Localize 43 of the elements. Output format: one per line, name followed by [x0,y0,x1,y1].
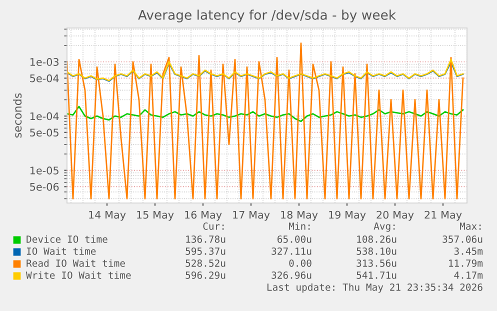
text: 0.00 [289,259,312,267]
legend-label: Write IO Wait time [26,271,131,279]
text: 541.71u [356,272,396,279]
x-tick-label: 21 May [424,210,462,221]
legend-label: Read IO Wait time [26,259,125,267]
text: 4.17m [454,272,483,279]
text: 528.52u [186,259,226,267]
line-series [67,42,464,200]
legend-label: IO Wait time [26,247,96,255]
text: 326.96u [272,271,312,279]
text: 108.26u [357,235,396,243]
chart-title: Average latency for /dev/sda - by week [138,10,396,22]
text: 538.10u [356,247,396,255]
x-tick-label: 19 May [329,210,366,221]
line-series [67,106,464,122]
x-tick-label: 16 May [185,210,222,221]
x-tick-label: 17 May [233,210,270,221]
legend-label: Device IO time [26,235,108,243]
text: 65.00u [278,235,312,243]
y-axis-title: seconds [13,93,22,138]
y-tick-label: 1e-03 [30,58,59,66]
text: Avg: [374,222,395,232]
text: 595.37u [186,247,226,255]
text: 357.06u [442,235,482,243]
text: Min: [288,222,310,230]
text: Max: [460,222,481,230]
x-tick-label: 15 May [137,210,174,221]
x-tick-label: 20 May [376,210,414,221]
x-tick-label: 18 May [281,210,318,221]
text: Last update: Thu May 21 23:35:34 2026 [267,283,482,293]
y-tick-label: 5e-05 [30,128,58,137]
text: 313.56u [356,259,396,267]
text: 3.45m [454,247,483,255]
text: 11.79m [449,259,483,267]
y-tick-label: 1e-04 [30,112,59,120]
y-tick-label: 5e-04 [30,74,59,82]
text: 327.11u [272,247,312,255]
text: Cur: [203,222,224,230]
text: 136.78u [186,235,226,243]
y-tick-label: 1e-05 [30,166,58,174]
x-tick-label: 14 May [89,210,126,221]
y-tick-label: 5e-06 [30,182,59,191]
text: 596.29u [186,271,226,279]
